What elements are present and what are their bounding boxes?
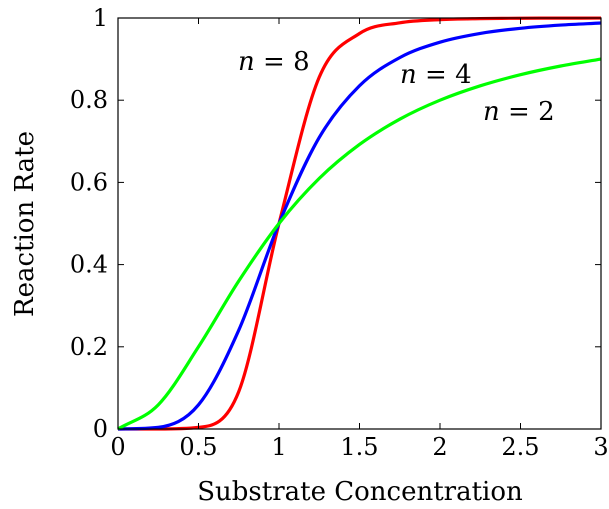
- x-tick-label: 0.5: [179, 433, 217, 461]
- plot-frame: [117, 17, 602, 430]
- tick-labels: 0 0.5 1 1.5 2 2.5 3 0 0.2 0.4 0.6 0.8 1: [70, 4, 609, 461]
- annotation-n8: n = 8: [238, 47, 310, 77]
- x-tick-label: 3: [593, 433, 608, 461]
- y-tick-label: 0.8: [70, 86, 108, 114]
- annotation-n2: n = 2: [483, 97, 555, 127]
- y-tick-label: 0.6: [70, 168, 108, 196]
- y-tick-label: 0.2: [70, 333, 108, 361]
- y-tick-label: 0: [93, 415, 108, 443]
- x-tick-label: 1: [271, 433, 286, 461]
- y-tick-label: 0.4: [70, 251, 108, 279]
- series-line-4: [117, 21, 602, 431]
- y-axis-title: Reaction Rate: [10, 131, 40, 317]
- x-tick-label: 1.5: [340, 433, 378, 461]
- x-tick-label: 2: [432, 433, 447, 461]
- annotation-n4: n = 4: [400, 60, 472, 90]
- axis-ticks: [117, 17, 602, 430]
- x-tick-label: 0: [110, 433, 125, 461]
- series-line-8: [117, 16, 602, 431]
- series-line-2: [117, 57, 602, 431]
- y-tick-label: 1: [93, 4, 108, 32]
- x-axis-title: Substrate Concentration: [197, 477, 523, 507]
- curves: [117, 16, 602, 431]
- x-tick-label: 2.5: [501, 433, 539, 461]
